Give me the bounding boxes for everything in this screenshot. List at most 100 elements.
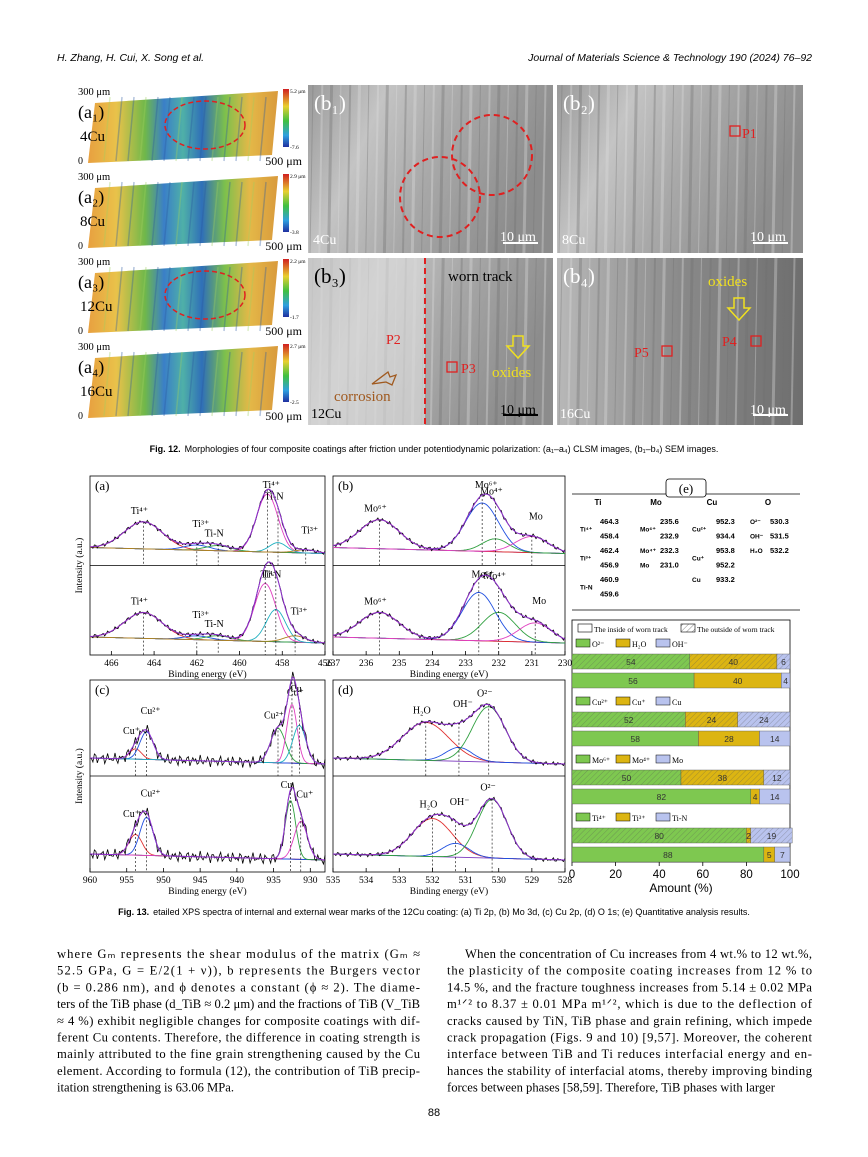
- clsm-stripe: [223, 181, 231, 247]
- panel-label: (b): [338, 478, 353, 493]
- x-tick-label: 531: [458, 876, 473, 886]
- fit-envelope: [332, 493, 566, 552]
- bar-value-label: 4: [783, 676, 788, 686]
- legend-swatch: [575, 696, 591, 706]
- table-header: Mo: [650, 498, 662, 507]
- clsm-stripe: [199, 96, 207, 162]
- sem-streak: [567, 84, 573, 254]
- x-tick-label: 237: [326, 659, 341, 669]
- sem-streak: [429, 84, 435, 254]
- clsm-stripe: [115, 266, 123, 332]
- bar-value-label: 14: [770, 792, 780, 802]
- legend-swatch: [575, 812, 591, 822]
- legend-swatch: [577, 623, 593, 633]
- sem-streak: [494, 84, 501, 254]
- caption: Fig. 13. etailed XPS spectra of internal …: [118, 907, 750, 917]
- clsm-stripe: [235, 96, 243, 162]
- body-line: interface between TiB and Ti reduces int…: [447, 1047, 812, 1061]
- table-species: O²⁻: [750, 519, 761, 526]
- bar: [774, 846, 791, 863]
- bar-value-label: 5: [767, 850, 772, 860]
- raw-spectrum: [89, 561, 326, 645]
- sem-streak: [532, 257, 537, 426]
- color-bar: [283, 259, 289, 317]
- sem-image: [308, 85, 553, 253]
- sem-streak: [725, 84, 730, 254]
- table-value: 232.9: [660, 532, 679, 541]
- table-species: Ti-N: [580, 584, 593, 591]
- x-tick-label: 466: [104, 659, 119, 669]
- sem-streak: [485, 84, 491, 254]
- sem-label: P5: [634, 346, 649, 361]
- sem-streak: [642, 84, 647, 254]
- sem-label: oxides: [492, 365, 531, 381]
- sem-streak: [586, 257, 591, 426]
- sem-label: (b₂): [563, 91, 595, 115]
- sem-label: 8Cu: [562, 233, 585, 248]
- x-tick-label: 456: [318, 659, 333, 669]
- table-header: O: [765, 498, 771, 507]
- sem-streak: [337, 84, 342, 254]
- clsm-stripe: [247, 181, 255, 247]
- table-value: 235.6: [660, 517, 679, 526]
- bar-value-label: 28: [724, 734, 734, 744]
- table-species: Cu⁺: [692, 555, 705, 562]
- sem-label: (b₁): [314, 91, 346, 115]
- legend-label: Mo⁶⁺: [592, 756, 610, 765]
- fit-envelope: [90, 676, 326, 765]
- x-axis-label: Binding energy (eV): [410, 886, 488, 897]
- legend-label: The inside of worn track: [594, 625, 668, 634]
- clsm-stripe: [175, 266, 183, 332]
- clsm-stripe: [211, 266, 219, 332]
- table-species: Ti⁴⁺: [580, 526, 593, 533]
- clsm-stripe: [259, 266, 267, 332]
- legend-label: Mo⁴⁺: [632, 756, 650, 765]
- panel-label: (c): [95, 682, 109, 697]
- fit-envelope: [333, 798, 565, 861]
- x-tick-label: 230: [558, 659, 573, 669]
- table-species: Cu²⁺: [692, 526, 707, 533]
- fit-envelope: [89, 561, 326, 644]
- scale-label: 500 μm: [265, 239, 302, 253]
- body-line: m¹ᐟ² to 8.37 ± 0.01 MPa m¹ᐟ², which is d…: [447, 997, 813, 1011]
- sem-streak: [706, 84, 712, 254]
- bar-value-label: 82: [657, 792, 667, 802]
- table-value: 458.4: [600, 532, 620, 541]
- peak-label: Ti³⁺: [192, 610, 209, 621]
- clsm-surface: [88, 176, 278, 248]
- color-bar: [283, 174, 289, 232]
- sem-streak: [623, 84, 629, 254]
- x-tick-label: 930: [303, 876, 318, 886]
- peak-label: H₂O: [413, 706, 431, 717]
- sem-streak: [623, 257, 629, 426]
- raw-spectrum: [332, 703, 566, 767]
- sem-streak: [449, 84, 453, 254]
- bar-value-label: 38: [718, 773, 728, 783]
- sem-streak: [734, 257, 740, 426]
- sem-streak: [631, 257, 638, 426]
- body-line: itation strengthening is 63.06 MPa.: [57, 1081, 234, 1095]
- sem-streak: [429, 257, 435, 426]
- sem-streak: [567, 257, 573, 426]
- clsm-stripe: [235, 181, 243, 247]
- x-tick-label: 232: [492, 659, 507, 669]
- table-value: 462.4: [600, 546, 620, 555]
- clsm-stripe: [211, 181, 219, 247]
- sem-streak: [355, 84, 361, 254]
- clsm-stripe: [175, 181, 183, 247]
- sem-streak: [595, 84, 601, 254]
- bar-value-label: 14: [770, 734, 780, 744]
- bar-value-label: 24: [759, 715, 769, 725]
- bar-value-label: 50: [622, 773, 632, 783]
- sem-streak: [318, 84, 324, 254]
- sample-label: 12Cu: [80, 299, 113, 315]
- sem-streak: [513, 84, 519, 254]
- sem-label: oxides: [708, 274, 747, 290]
- sample-label: 4Cu: [80, 129, 106, 145]
- highlight: [164, 100, 246, 150]
- sem-streak: [771, 257, 778, 426]
- clsm-stripe: [223, 351, 231, 417]
- peak-label: Cu²⁺: [141, 788, 161, 799]
- x-tick-label: 533: [392, 876, 407, 886]
- axis-origin: 0: [78, 411, 83, 422]
